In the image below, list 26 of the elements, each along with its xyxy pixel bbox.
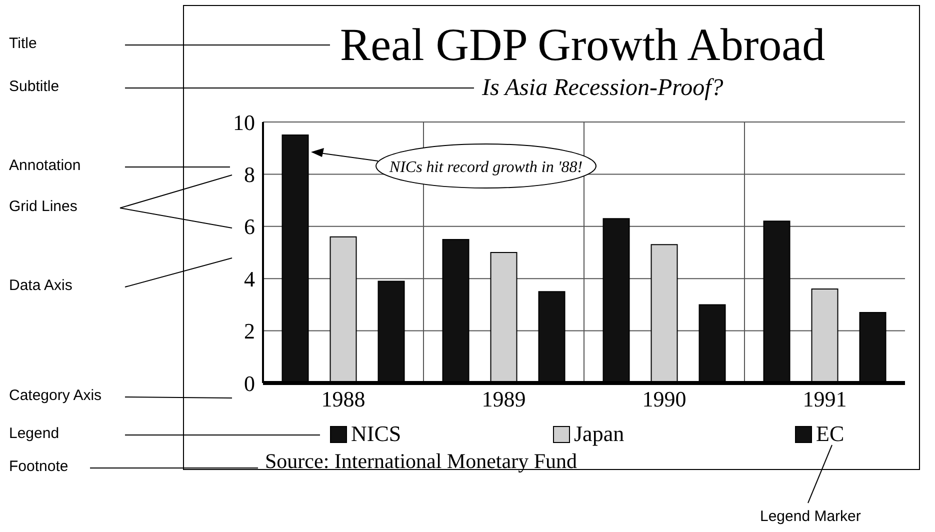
source-note: Source: International Monetary Fund [265,449,578,473]
text: Title [9,35,37,53]
annotation: NICs hit record growth in '88! [388,159,583,176]
y-tick-label: 10 [233,110,255,135]
legend-label: NICS [351,421,402,447]
legend-label: EC [816,421,844,447]
text: Data Axis [9,277,72,295]
text: Footnote [9,458,68,476]
x-tick-label: 1988 [321,386,366,412]
chart-title: Real GDP Growth Abroad [340,19,826,70]
text: Category Axis [9,387,102,405]
text: Legend Marker [760,508,861,525]
text: Subtitle [9,78,60,96]
y-tick-label: 2 [244,318,255,344]
text: Grid Lines [9,198,78,216]
text: Annotation [9,157,81,175]
y-tick-label: 4 [244,266,255,292]
y-tick-label: 8 [244,162,255,188]
x-tick-label: 1991 [802,386,847,412]
text: Legend [9,425,60,443]
x-tick-label: 1989 [482,386,526,412]
y-tick-label: 0 [244,370,255,396]
legend-label: Japan [574,421,624,447]
chart-subtitle: Is Asia Recession-Proof? [482,74,724,102]
y-tick-label: 6 [244,214,255,240]
x-tick-label: 1990 [642,386,686,412]
